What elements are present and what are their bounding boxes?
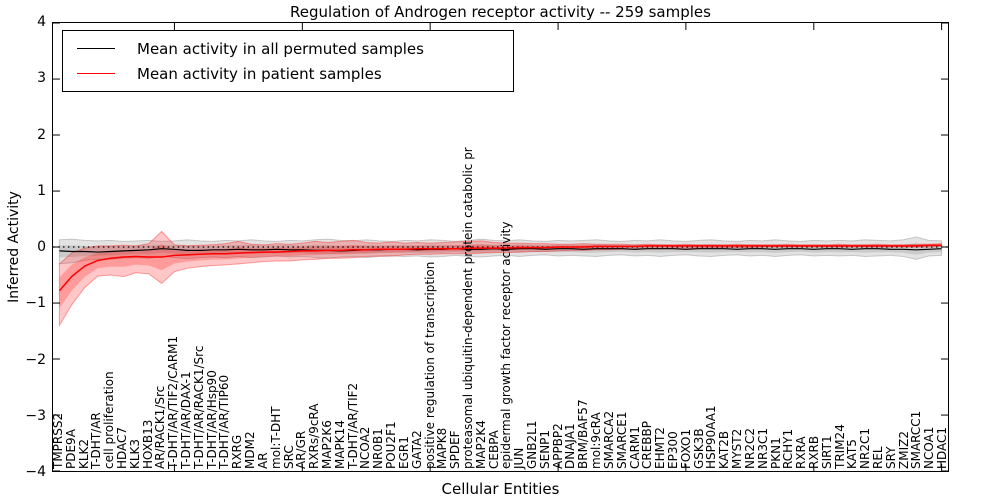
x-tick-label: RXRB xyxy=(806,435,821,469)
x-tick-label: SMARCA2 xyxy=(601,410,616,469)
legend-entry-patient: Mean activity in patient samples xyxy=(77,65,513,83)
band-core-permuted xyxy=(59,243,942,258)
x-tick-label: PDE9A xyxy=(63,429,78,469)
permuted-mean-line xyxy=(59,248,942,253)
x-tick-label: NR2C2 xyxy=(742,428,757,469)
x-tick-label: T-DHT/AR/RACK1/Src xyxy=(191,345,206,469)
x-tick-label: SENP1 xyxy=(537,429,552,469)
x-tick-label: FOXO1 xyxy=(678,428,693,469)
x-tick-label: SRY xyxy=(883,446,898,469)
y-tick-label: −1 xyxy=(25,295,46,312)
x-tick-label: GATA2 xyxy=(409,430,424,469)
x-tick-label: SIRT1 xyxy=(819,435,834,469)
legend-label-patient: Mean activity in patient samples xyxy=(137,64,382,83)
y-tick-label: 4 xyxy=(37,14,46,30)
legend-entry-permuted: Mean activity in all permuted samples xyxy=(77,40,513,58)
legend-line-sample-patient xyxy=(77,73,115,74)
y-tick-label: 1 xyxy=(37,182,46,199)
x-tick-label: SMARCE1 xyxy=(614,411,629,469)
legend: Mean activity in all permuted samples Me… xyxy=(62,30,514,92)
legend-label-permuted: Mean activity in all permuted samples xyxy=(137,39,424,58)
x-tick-label: mol:T-DHT xyxy=(268,406,283,469)
plot-area xyxy=(52,22,949,472)
x-tick-label: MAP2K4 xyxy=(473,420,488,469)
x-tick-label: KLK3 xyxy=(127,438,142,469)
x-tick-label: TMPRSS2 xyxy=(50,412,65,469)
y-tick-label: −4 xyxy=(25,464,46,480)
chart-title: Regulation of Androgen receptor activity… xyxy=(290,3,711,21)
y-tick-label: 0 xyxy=(37,239,46,255)
y-tick-label: 2 xyxy=(37,126,46,143)
x-tick-label: MAPK14 xyxy=(332,420,347,469)
x-tick-label: HDAC1 xyxy=(935,426,950,469)
x-tick-label: NR3C1 xyxy=(755,428,770,469)
band-core-patient xyxy=(59,244,942,309)
patient-mean-line xyxy=(58,244,942,292)
plot-svg xyxy=(53,23,948,471)
x-tick-label: EGR1 xyxy=(396,436,411,469)
band-permuted xyxy=(58,236,943,265)
y-tick-label: −3 xyxy=(25,407,46,424)
x-tick-label: AR xyxy=(255,452,270,469)
x-tick-label: epidermal growth factor receptor activit… xyxy=(499,221,514,469)
y-tick-label: −2 xyxy=(25,351,46,368)
x-axis-label: Cellular Entities xyxy=(441,480,560,498)
x-tick-label: proteasomal ubiquitin-dependent protein … xyxy=(460,147,475,469)
y-tick-label: 3 xyxy=(37,70,46,87)
legend-line-sample-permuted xyxy=(77,48,115,49)
